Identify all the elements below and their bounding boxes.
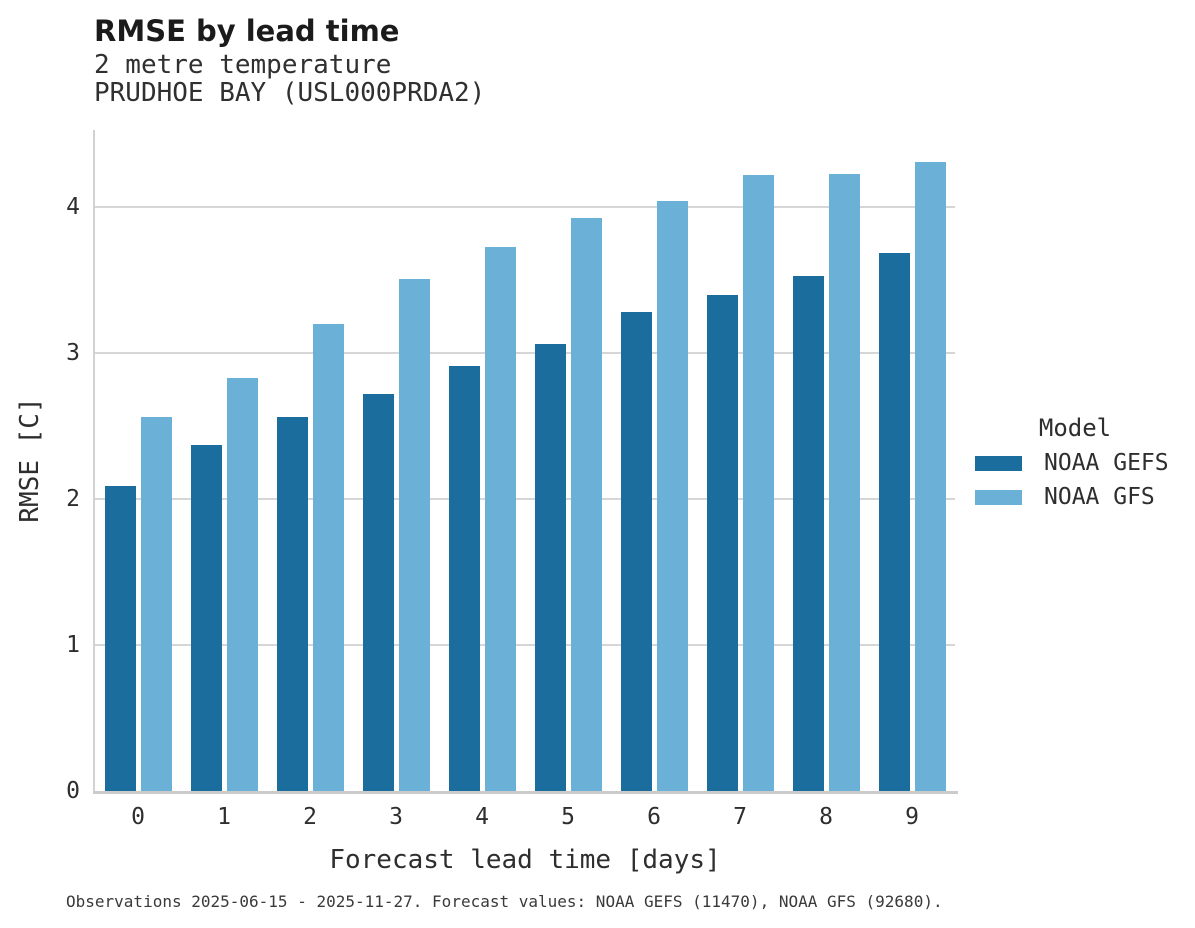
bar-noaa-gfs-lead-1 — [226, 378, 258, 791]
chart-title: RMSE by lead time — [94, 14, 400, 48]
bar-noaa-gefs-lead-5 — [534, 344, 566, 791]
bar-noaa-gfs-lead-0 — [140, 417, 172, 791]
y-axis-spine — [93, 130, 95, 791]
bar-noaa-gfs-lead-7 — [742, 175, 774, 791]
x-tick-label-0: 0 — [131, 804, 145, 830]
x-tick-label-1: 1 — [217, 804, 231, 830]
x-axis-label: Forecast lead time [days] — [329, 845, 721, 875]
x-tick-label-8: 8 — [819, 804, 833, 830]
gridline-y-2 — [95, 498, 955, 501]
chart-subtitle-station: PRUDHOE BAY (USL000PRDA2) — [94, 78, 486, 108]
bar-noaa-gfs-lead-8 — [828, 174, 860, 791]
gridline-y-1 — [95, 644, 955, 647]
legend-label-noaa-gfs: NOAA GFS — [1044, 484, 1155, 510]
gridline-y-4 — [95, 206, 955, 209]
gridline-y-3 — [95, 352, 955, 355]
bar-noaa-gfs-lead-6 — [656, 201, 688, 791]
legend-title: Model — [1038, 414, 1112, 442]
bar-noaa-gefs-lead-4 — [448, 366, 480, 791]
x-tick-label-7: 7 — [733, 804, 747, 830]
x-tick-label-9: 9 — [905, 804, 919, 830]
bar-noaa-gefs-lead-3 — [362, 394, 394, 791]
plot-area — [95, 130, 955, 791]
x-tick-label-4: 4 — [475, 804, 489, 830]
bar-noaa-gefs-lead-9 — [878, 253, 910, 791]
legend-label-noaa-gefs: NOAA GEFS — [1044, 450, 1169, 476]
legend-item-noaa-gfs: NOAA GFS — [975, 483, 1155, 511]
bar-noaa-gfs-lead-3 — [398, 279, 430, 791]
bar-noaa-gfs-lead-2 — [312, 324, 344, 791]
bar-noaa-gefs-lead-7 — [706, 295, 738, 791]
bar-noaa-gefs-lead-1 — [190, 445, 222, 791]
x-tick-label-2: 2 — [303, 804, 317, 830]
legend-item-noaa-gefs: NOAA GEFS — [975, 449, 1169, 477]
legend-swatch-noaa-gfs — [975, 489, 1022, 505]
legend-swatch-noaa-gefs — [975, 455, 1022, 471]
y-tick-label-2: 2 — [66, 486, 80, 513]
bar-noaa-gfs-lead-5 — [570, 218, 602, 791]
x-tick-label-6: 6 — [647, 804, 661, 830]
bar-noaa-gefs-lead-2 — [276, 417, 308, 791]
bar-noaa-gefs-lead-6 — [620, 312, 652, 791]
bar-noaa-gefs-lead-8 — [792, 276, 824, 791]
y-tick-label-1: 1 — [66, 632, 80, 659]
bar-noaa-gfs-lead-9 — [914, 162, 946, 791]
bar-noaa-gefs-lead-0 — [104, 486, 136, 791]
y-tick-label-4: 4 — [66, 194, 80, 221]
x-axis-line — [93, 791, 958, 794]
y-tick-label-3: 3 — [66, 340, 80, 367]
y-tick-label-0: 0 — [66, 778, 80, 804]
caption: Observations 2025-06-15 - 2025-11-27. Fo… — [66, 892, 943, 911]
x-tick-label-3: 3 — [389, 804, 403, 830]
chart-subtitle-variable: 2 metre temperature — [94, 50, 392, 80]
bar-noaa-gfs-lead-4 — [484, 247, 516, 791]
x-tick-label-5: 5 — [561, 804, 575, 830]
